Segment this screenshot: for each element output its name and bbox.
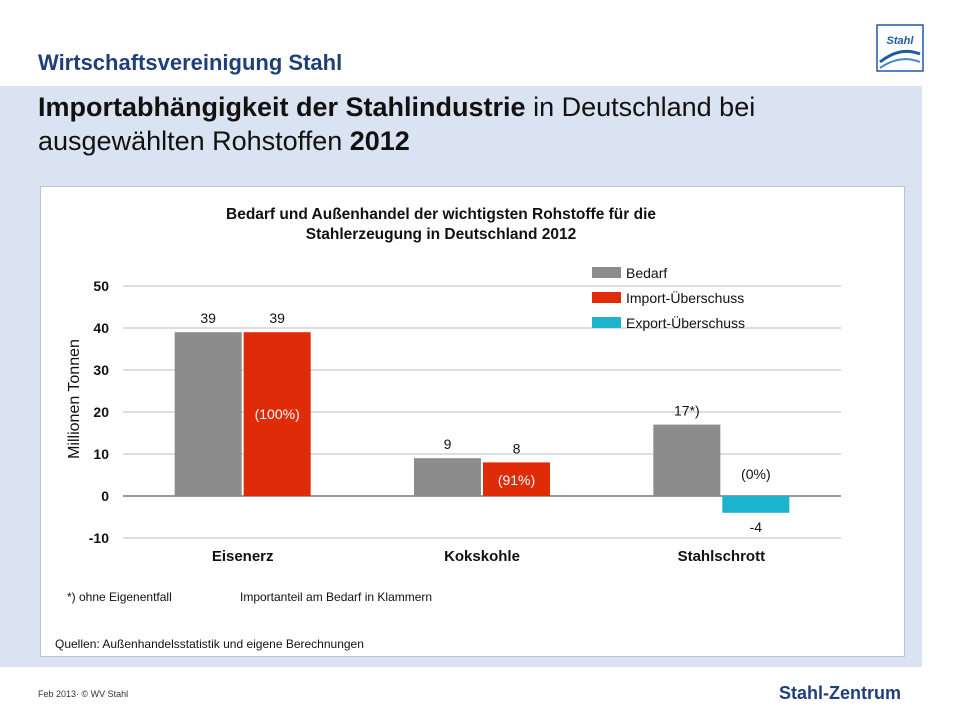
chart-title-line-1: Bedarf und Außenhandel der wichtigsten R…	[226, 206, 656, 223]
logo-text: Stahl	[887, 35, 915, 47]
y-tick-label-0: 0	[101, 488, 109, 504]
import-share-kokskohle: (91%)	[498, 472, 535, 488]
legend-swatch-bedarf	[592, 267, 621, 278]
chart-source: Quellen: Außenhandelsstatistik und eigen…	[55, 637, 364, 651]
label-layer: 50 40 30 20 10 0 -10 39 39 (100%) Eisenerz 9 8 (91%) K…	[89, 278, 771, 565]
legend-swatch-import-ueberschuss	[592, 292, 621, 303]
footnote-eigenentfall: *) ohne Eigenentfall	[67, 590, 172, 604]
bar-stahlschrott-export-ueberschuss	[722, 496, 790, 513]
import-share-stahlschrott: (0%)	[741, 466, 771, 482]
legend-label-export-ueberschuss: Export-Überschuss	[626, 314, 745, 331]
y-axis-label: Millionen Tonnen	[66, 339, 83, 459]
footer-date-copyright: Feb 2013· © WV Stahl	[38, 689, 129, 699]
title-regular-part-1: in Deutschland bei	[525, 92, 756, 122]
y-tick-label-30: 30	[93, 362, 109, 378]
bar-chart: Bedarf und Außenhandel der wichtigsten R…	[55, 206, 841, 651]
data-label-eisenerz-import-ueberschuss: 39	[269, 310, 285, 326]
x-tick-label-eisenerz: Eisenerz	[212, 548, 274, 565]
chart-title-line-2: Stahlerzeugung in Deutschland 2012	[306, 226, 576, 243]
data-label-kokskohle-import-ueberschuss: 8	[513, 440, 521, 456]
title-regular-part-2: ausgewählten Rohstoffen	[38, 126, 350, 156]
x-tick-label-stahlschrott: Stahlschrott	[678, 548, 766, 565]
grid-layer	[123, 285, 841, 539]
y-tick-label-20: 20	[93, 404, 109, 420]
y-tick-label-50: 50	[93, 278, 109, 294]
y-tick-label--10: -10	[89, 530, 109, 546]
stahl-logo: Stahl	[876, 24, 924, 72]
data-label-stahlschrott-bedarf: 17*)	[674, 403, 700, 419]
bar-stahlschrott-bedarf	[653, 424, 721, 496]
title-bold-part-2: 2012	[349, 126, 410, 156]
legend-label-bedarf: Bedarf	[626, 265, 667, 281]
legend-label-import-ueberschuss: Import-Überschuss	[626, 289, 744, 306]
footnote-importanteil: Importanteil am Bedarf in Klammern	[240, 590, 432, 604]
data-label-stahlschrott-export-ueberschuss: -4	[750, 519, 763, 535]
slide-title: Importabhängigkeit der Stahlindustrie in…	[38, 90, 898, 158]
bar-kokskohle-import-ueberschuss	[483, 462, 550, 496]
data-label-kokskohle-bedarf: 9	[444, 436, 452, 452]
y-tick-label-10: 10	[93, 446, 109, 462]
bar-layer	[174, 332, 790, 513]
y-tick-label-40: 40	[93, 320, 109, 336]
bar-kokskohle-bedarf	[414, 458, 481, 496]
footer-brand: Stahl-Zentrum	[779, 683, 902, 703]
legend-swatch-export-ueberschuss	[592, 317, 621, 328]
bar-eisenerz-bedarf	[174, 332, 242, 496]
import-share-eisenerz: (100%)	[255, 406, 300, 422]
bar-eisenerz-import-ueberschuss	[243, 332, 311, 496]
x-tick-label-kokskohle: Kokskohle	[444, 548, 520, 565]
title-bold-part-1: Importabhängigkeit der Stahlindustrie	[38, 92, 526, 122]
chart-card: Bedarf und Außenhandel der wichtigsten R…	[40, 186, 905, 657]
legend: Bedarf Import-Überschuss Export-Überschuss	[592, 265, 745, 331]
data-label-eisenerz-bedarf: 39	[200, 310, 216, 326]
organization-name: Wirtschaftsvereinigung Stahl	[38, 50, 343, 75]
